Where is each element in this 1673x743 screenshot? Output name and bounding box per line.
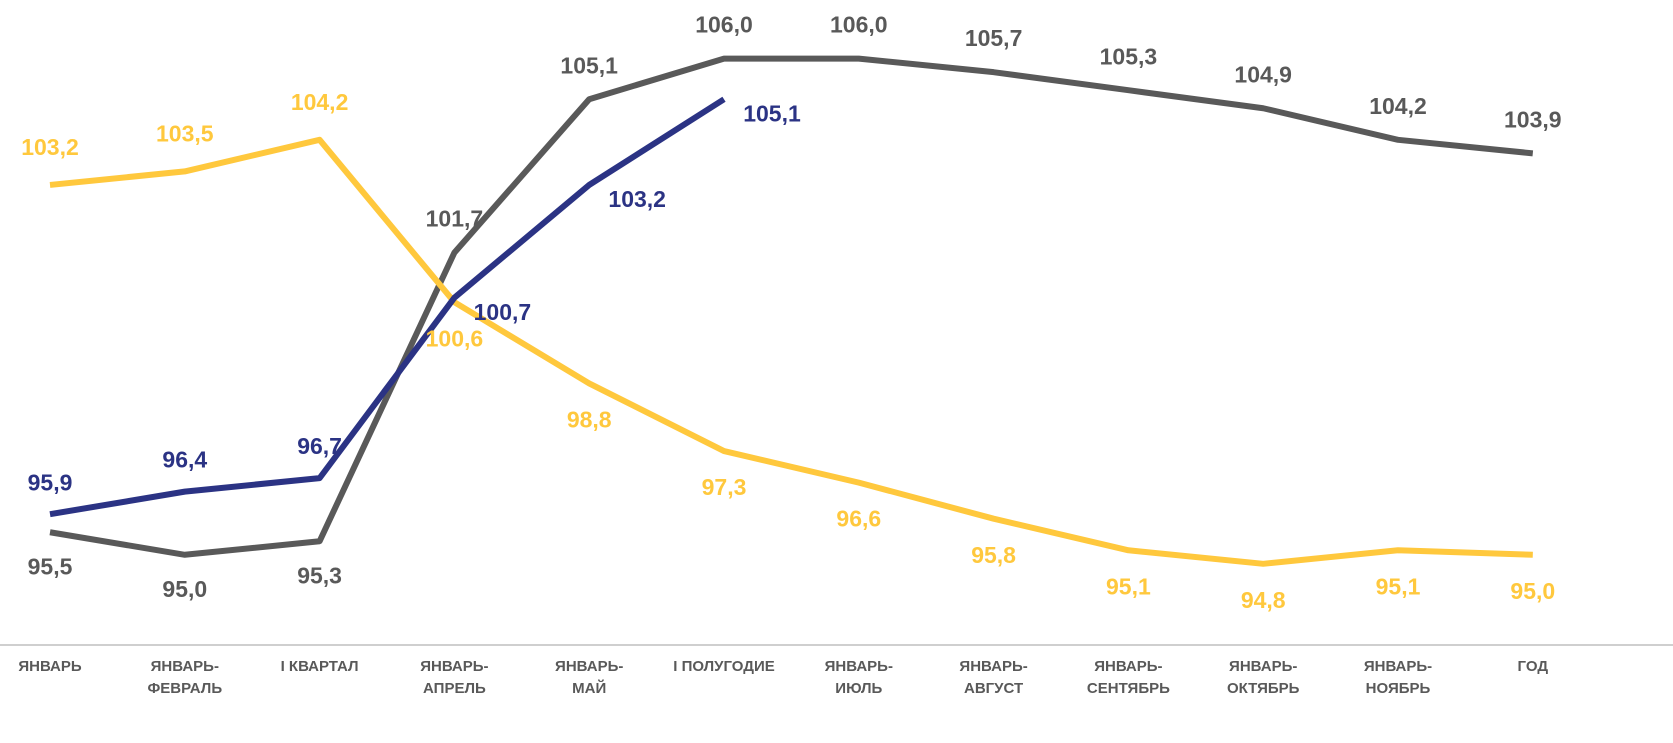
data-label: 96,6 xyxy=(836,506,881,532)
x-tick-label: I КВАРТАЛ xyxy=(280,658,359,675)
data-label: 103,5 xyxy=(156,120,214,146)
x-tick-label: ЯНВАРЬ- НОЯБРЬ xyxy=(1363,658,1433,697)
x-tick-label: ЯНВАРЬ- ФЕВРАЛЬ xyxy=(147,658,223,697)
data-label: 104,2 xyxy=(1369,93,1427,119)
data-label: 96,4 xyxy=(162,447,207,473)
x-tick-label: ЯНВАРЬ- АПРЕЛЬ xyxy=(420,658,489,697)
series-line xyxy=(49,136,1533,567)
data-label: 105,1 xyxy=(743,100,801,126)
data-label: 95,9 xyxy=(28,469,73,495)
data-label: 95,1 xyxy=(1106,573,1151,599)
data-label: 104,9 xyxy=(1234,61,1292,87)
data-label: 104,2 xyxy=(291,89,349,115)
x-tick-label: ЯНВАРЬ- ИЮЛЬ xyxy=(824,658,893,697)
data-label: 100,6 xyxy=(426,325,484,351)
data-label: 96,7 xyxy=(297,433,342,459)
data-label: 103,2 xyxy=(21,134,79,160)
data-label: 101,7 xyxy=(426,206,484,232)
x-tick-label: ЯНВАРЬ- СЕНТЯБРЬ xyxy=(1086,658,1170,697)
data-label: 105,3 xyxy=(1100,43,1158,69)
x-tick-label: ЯНВАРЬ- МАЙ xyxy=(555,658,624,697)
data-label: 100,7 xyxy=(474,299,532,325)
data-label: 95,0 xyxy=(1510,578,1555,604)
x-tick-label: ЯНВАРЬ xyxy=(18,658,82,675)
data-label: 98,8 xyxy=(567,406,612,432)
data-label: 97,3 xyxy=(702,474,747,500)
data-label: 95,1 xyxy=(1376,573,1421,599)
data-label: 94,8 xyxy=(1241,587,1286,613)
data-label: 105,1 xyxy=(560,52,618,78)
data-label: 95,3 xyxy=(297,562,342,588)
x-tick-label: ЯНВАРЬ- ОКТЯБРЬ xyxy=(1226,658,1300,697)
data-label: 95,0 xyxy=(162,576,207,602)
series-line xyxy=(49,55,1534,558)
data-label: 106,0 xyxy=(830,12,888,38)
data-label: 103,9 xyxy=(1504,106,1562,132)
data-label: 106,0 xyxy=(695,12,753,38)
x-tick-label: I ПОЛУГОДИЕ xyxy=(673,658,775,675)
data-label: 95,5 xyxy=(28,553,73,579)
series-line xyxy=(49,96,726,518)
data-label: 95,8 xyxy=(971,542,1016,568)
data-label: 105,7 xyxy=(965,25,1023,51)
x-tick-label: ЯНВАРЬ- АВГУСТ xyxy=(959,658,1028,697)
x-tick-label: ГОД xyxy=(1517,658,1549,675)
data-label: 103,2 xyxy=(608,186,666,212)
